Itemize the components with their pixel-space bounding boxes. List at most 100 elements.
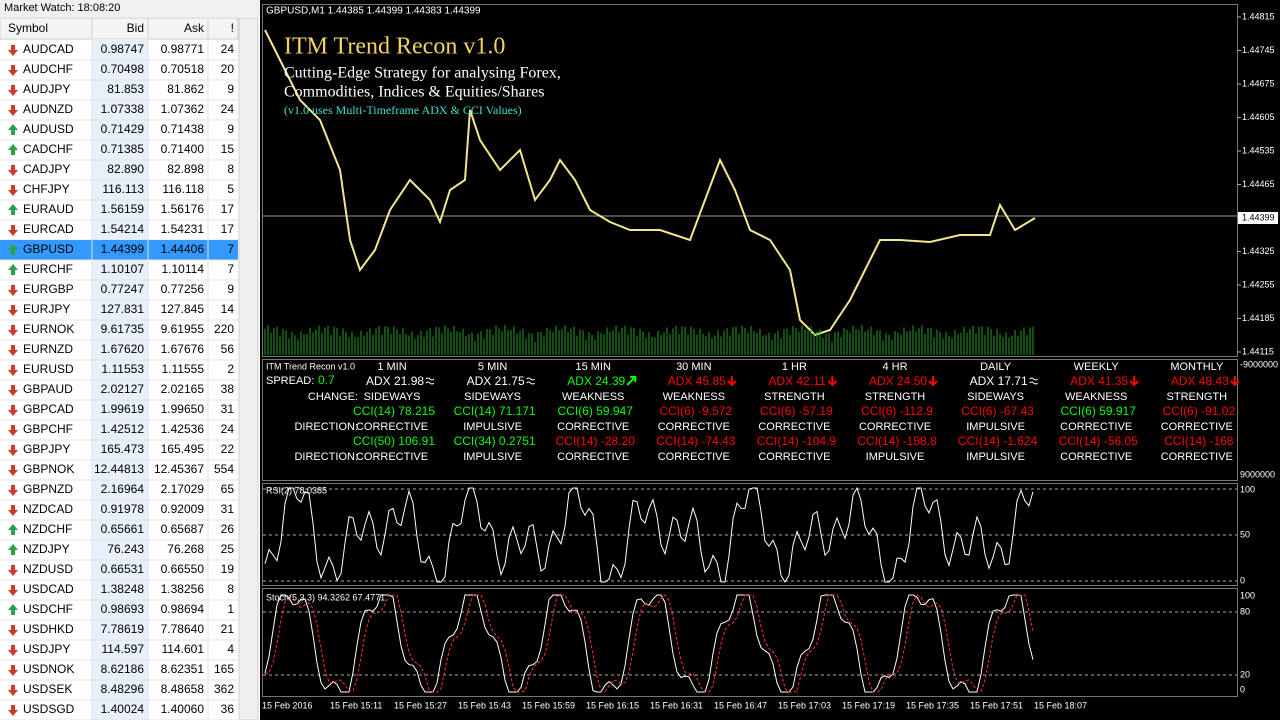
bid: 114.597: [102, 642, 145, 656]
symbol-row[interactable]: CADCHF 0.71385 0.71400 15: [0, 140, 238, 161]
symbol-row[interactable]: AUDJPY 81.853 81.862 9: [0, 80, 238, 101]
spread: 7: [227, 242, 234, 256]
timeframe: 30 MIN: [676, 361, 712, 373]
symbol: USDJPY: [23, 642, 70, 656]
symbol-row[interactable]: EURUSD 1.11553 1.11555 2: [0, 360, 238, 381]
bid: 1.44399: [101, 242, 145, 256]
cci: CCI(6) 59.917: [1061, 404, 1137, 418]
symbol-row[interactable]: GBPCAD 1.99619 1.99650 31: [0, 400, 238, 421]
symbol-row[interactable]: EURCHF 1.10107 1.10114 7: [0, 260, 238, 281]
symbol-row[interactable]: USDCAD 1.38248 1.38256 8: [0, 580, 238, 601]
symbol-row[interactable]: GBPNZD 2.16964 2.17029 65: [0, 480, 238, 501]
trend-arrow: [8, 625, 18, 636]
spread: 56: [221, 342, 235, 356]
symbol-row[interactable]: USDHKD 7.78619 7.78640 21: [0, 620, 238, 641]
trend-arrow: [8, 685, 18, 696]
ask: 0.77256: [161, 282, 205, 296]
bid: 7.78619: [101, 622, 145, 636]
symbol: EURJPY: [23, 302, 70, 316]
cci: CCI(6) -9.572: [659, 404, 732, 418]
symbol: GBPNOK: [23, 462, 74, 476]
overlay-note: (v1.0 uses Multi-Timeframe ADX & CCI Val…: [284, 103, 522, 117]
trend-arrow: [8, 144, 18, 155]
change: STRENGTH: [865, 391, 926, 403]
time-label: 15 Feb 17:35: [906, 700, 959, 710]
spread: 31: [221, 502, 235, 516]
cci: CCI(6) 59.947: [558, 404, 634, 418]
down-icon: [827, 376, 838, 387]
symbol-row[interactable]: AUDCAD 0.98747 0.98771 24: [0, 40, 238, 61]
price-label: 1.44605: [1242, 112, 1275, 122]
trend-arrow: [8, 244, 18, 255]
symbol-row[interactable]: EURGBP 0.77247 0.77256 9: [0, 280, 238, 301]
ask: 0.65687: [161, 522, 205, 536]
symbol-row[interactable]: USDSEK 8.48296 8.48658 362: [0, 680, 238, 701]
symbol-row[interactable]: AUDCHF 0.70498 0.70518 20: [0, 60, 238, 81]
symbol-row[interactable]: NZDJPY 76.243 76.268 25: [0, 540, 238, 561]
bid: 9.61735: [101, 322, 145, 336]
symbol-row[interactable]: GBPCHF 1.42512 1.42536 24: [0, 420, 238, 441]
symbol: GBPNZD: [23, 482, 73, 496]
symbol-row[interactable]: EURNZD 1.67620 1.67676 56: [0, 340, 238, 361]
market-watch-titlebar: [0, 0, 260, 17]
symbol: USDNOK: [23, 662, 74, 676]
overlay-line: Commodities, Indices & Equities/Shares: [284, 84, 544, 101]
trend-arrow: [8, 565, 18, 576]
trend-arrow: [8, 405, 18, 416]
bid: 0.98747: [101, 42, 145, 56]
direction: IMPULSIVE: [463, 451, 522, 463]
symbol: CADCHF: [23, 142, 73, 156]
symbol: USDSGD: [23, 702, 75, 716]
price-series: [264, 29, 1036, 337]
symbol: EURAUD: [23, 202, 74, 216]
indicator-panel: [262, 359, 1238, 481]
symbol-row[interactable]: NZDCHF 0.65661 0.65687 26: [0, 520, 238, 541]
spread: 24: [221, 42, 235, 56]
adx: ADX 24.39: [567, 374, 625, 388]
symbol-row[interactable]: USDNOK 8.62186 8.62351 165: [0, 660, 238, 681]
symbol-row[interactable]: AUDUSD 0.71429 0.71438 9: [0, 120, 238, 141]
adx: ADX 21.75: [467, 374, 525, 388]
symbol-row[interactable]: USDSGD 1.40024 1.40060 36: [0, 700, 238, 720]
trend-arrow: [8, 505, 18, 516]
bid: 1.11553: [102, 362, 145, 376]
price-label: 1.44115: [1242, 346, 1274, 356]
symbol: NZDCHF: [23, 522, 72, 536]
adx: ADX 41.35: [1070, 374, 1128, 388]
stoch-axis-label: 0: [1240, 684, 1245, 694]
cci: CCI(6) -67.43: [961, 404, 1034, 418]
symbol-row[interactable]: CHFJPY 116.113 116.118 5: [0, 180, 238, 201]
symbol-row[interactable]: NZDUSD 0.66531 0.66550 19: [0, 560, 238, 581]
trend-arrow: [8, 264, 18, 275]
bid: 1.56159: [101, 202, 145, 216]
symbol-row[interactable]: NZDCAD 0.91978 0.92009 31: [0, 500, 238, 521]
bid: 165.473: [101, 442, 145, 456]
symbol-row[interactable]: EURJPY 127.831 127.845 14: [0, 300, 238, 321]
symbol-row[interactable]: EURAUD 1.56159 1.56176 17: [0, 200, 238, 221]
ask: 1.54231: [161, 222, 205, 236]
symbol-row[interactable]: USDCHF 0.98693 0.98694 1: [0, 600, 238, 621]
symbol-row[interactable]: GBPNOK 12.44813 12.45367 554: [0, 460, 238, 481]
time-label: 15 Feb 16:15: [586, 700, 639, 710]
symbol-row[interactable]: USDJPY 114.597 114.601 4: [0, 640, 238, 661]
bid: 1.40024: [101, 702, 145, 716]
symbol-row[interactable]: GBPAUD 2.02127 2.02165 38: [0, 380, 238, 401]
spread: 5: [227, 182, 234, 196]
bid: 1.38248: [101, 582, 145, 596]
symbol-row[interactable]: EURNOK 9.61735 9.61955 220: [0, 320, 238, 341]
symbol-row[interactable]: GBPUSD 1.44399 1.44406 7: [0, 240, 238, 261]
symbol: AUDCAD: [23, 42, 74, 56]
trend-arrow: [8, 85, 18, 96]
time-label: 15 Feb 15:27: [394, 700, 447, 710]
price-label: 1.44745: [1242, 45, 1275, 55]
down-icon: [1129, 376, 1139, 387]
symbol-row[interactable]: AUDNZD 1.07338 1.07362 24: [0, 100, 238, 121]
trend-arrow: [8, 204, 18, 215]
ask: 0.71438: [161, 122, 205, 136]
spread: 8: [227, 162, 234, 176]
symbol-row[interactable]: CADJPY 82.890 82.898 8: [0, 160, 238, 181]
symbol-row[interactable]: GBPJPY 165.473 165.495 22: [0, 440, 238, 461]
scrollbar: [238, 17, 259, 720]
ask: 76.268: [167, 542, 204, 556]
price-label: 1.44255: [1242, 279, 1275, 289]
